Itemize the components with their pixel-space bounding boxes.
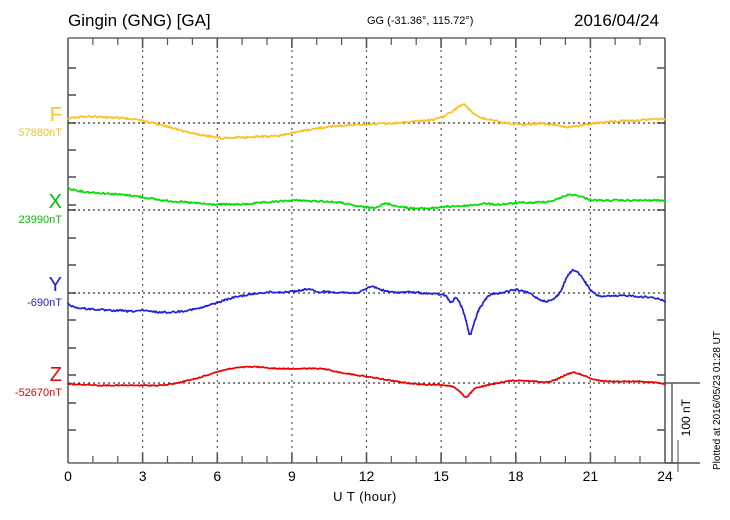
trace-label-Y: Y -690nT bbox=[0, 275, 62, 309]
x-tick-0: 0 bbox=[64, 468, 72, 484]
trace-lines bbox=[67, 103, 666, 399]
x-tick-6: 6 bbox=[213, 468, 222, 484]
scale-bar bbox=[665, 382, 700, 464]
scale-bar-label: 100 nT bbox=[679, 399, 693, 437]
trace-symbol-F: F bbox=[49, 104, 62, 126]
x-tick-12: 12 bbox=[358, 468, 375, 484]
x-tick-24: 24 bbox=[657, 468, 673, 484]
trace-X bbox=[67, 186, 666, 211]
trace-symbol-X: X bbox=[48, 191, 62, 213]
x-tick-3: 3 bbox=[138, 468, 147, 484]
trace-Y bbox=[67, 268, 666, 336]
trace-baseline-X: 23990nT bbox=[18, 214, 62, 226]
x-axis-ticks bbox=[92, 38, 641, 463]
plot-frame bbox=[67, 37, 679, 472]
trace-symbol-Y: Y bbox=[48, 274, 62, 296]
trace-baseline-Z: -52670nT bbox=[14, 387, 62, 399]
x-tick-9: 9 bbox=[287, 468, 296, 484]
trace-Z bbox=[67, 365, 666, 399]
trace-F bbox=[67, 103, 666, 140]
observation-date: 2016/04/24 bbox=[574, 11, 660, 30]
plotted-timestamp: Plotted at 2016/05/23 01:28 UT bbox=[712, 331, 723, 470]
trace-label-Z: Z -52670nT bbox=[0, 365, 62, 399]
trace-baseline-F: 57880nT bbox=[18, 127, 62, 139]
trace-baseline-Y: -690nT bbox=[27, 297, 62, 309]
station-title: Gingin (GNG) [GA] bbox=[68, 11, 211, 30]
trace-symbol-Z: Z bbox=[49, 364, 62, 386]
x-tick-18: 18 bbox=[507, 468, 524, 484]
trace-label-F: F 57880nT bbox=[0, 105, 62, 139]
x-tick-21: 21 bbox=[582, 468, 599, 484]
x-axis-title: U T (hour) bbox=[333, 489, 397, 504]
x-tick-15: 15 bbox=[433, 468, 449, 484]
trace-label-X: X 23990nT bbox=[0, 192, 62, 226]
geographic-coordinates: GG (-31.36°, 115.72°) bbox=[367, 15, 474, 27]
vertical-gridlines bbox=[142, 38, 592, 463]
